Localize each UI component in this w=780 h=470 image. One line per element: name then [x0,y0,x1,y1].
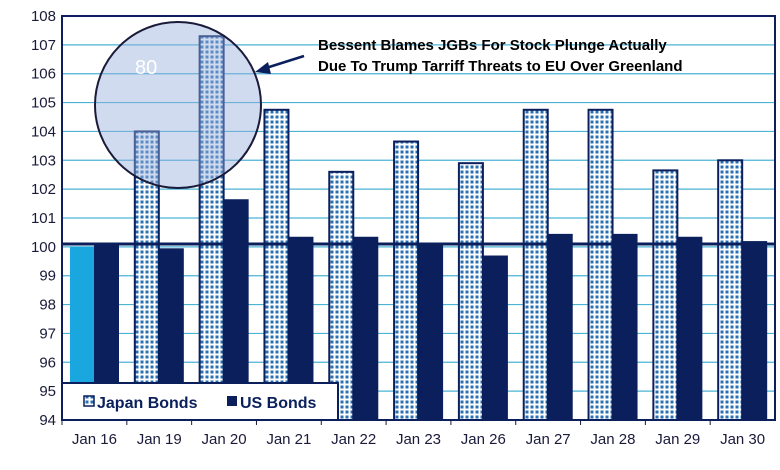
y-tick-label: 105 [31,95,56,112]
bar-us [612,233,638,420]
y-tick-label: 108 [31,8,56,25]
annotation-arrow [265,54,305,70]
y-tick-label: 95 [39,383,56,400]
y-tick-label: 103 [31,152,56,169]
bar-japan [652,169,679,421]
legend-swatch-japan [83,395,95,407]
y-tick-label: 107 [31,37,56,54]
bar-japan [263,108,290,422]
y-tick-label: 99 [39,268,56,285]
y-tick-label: 101 [31,210,56,227]
bar-japan [717,159,744,422]
y-tick-label: 96 [39,354,56,371]
y-tick-label: 106 [31,66,56,83]
x-tick-label: Jan 22 [331,431,376,448]
y-tick-label: 102 [31,181,56,198]
x-tick-label: Jan 21 [266,431,311,448]
legend-label-us: US Bonds [240,395,317,412]
annotation-line-1: Bessent Blames JGBs For Stock Plunge Act… [318,37,667,54]
bar-us [482,255,508,420]
x-tick-label: Jan 28 [590,431,635,448]
x-tick-label: Jan 30 [720,431,765,448]
y-tick-label: 97 [39,325,56,342]
bar-us [677,236,703,420]
annotation-line-2: Due To Trump Tarriff Threats to EU Over … [318,58,683,75]
bar-us [742,241,768,420]
x-tick-label: Jan 27 [526,431,571,448]
legend: Japan Bonds US Bonds [61,382,339,421]
bar-us [418,243,444,420]
bar-japan [587,108,614,422]
highlight-circle [94,21,262,189]
x-tick-label: Jan 19 [137,431,182,448]
y-tick-label: 98 [39,297,56,314]
bar-japan [457,162,484,422]
bar-japan [393,140,420,421]
bar-us [547,233,573,420]
y-tick-label: 104 [31,123,56,140]
y-tick-label: 94 [39,412,56,429]
plot-frame [61,15,776,421]
x-tick-label: Jan 23 [396,431,441,448]
x-tick-label: Jan 20 [202,431,247,448]
bar-japan [522,108,549,422]
circle-label: 80 [135,57,157,79]
arrow-head [255,62,271,74]
bar-us [353,236,379,420]
y-tick-label: 100 [31,239,56,256]
legend-label-japan: Japan Bonds [97,395,198,412]
legend-swatch-us [227,396,237,406]
x-tick-label: Jan 16 [72,431,117,448]
x-tick-label: Jan 26 [461,431,506,448]
x-tick-label: Jan 29 [655,431,700,448]
